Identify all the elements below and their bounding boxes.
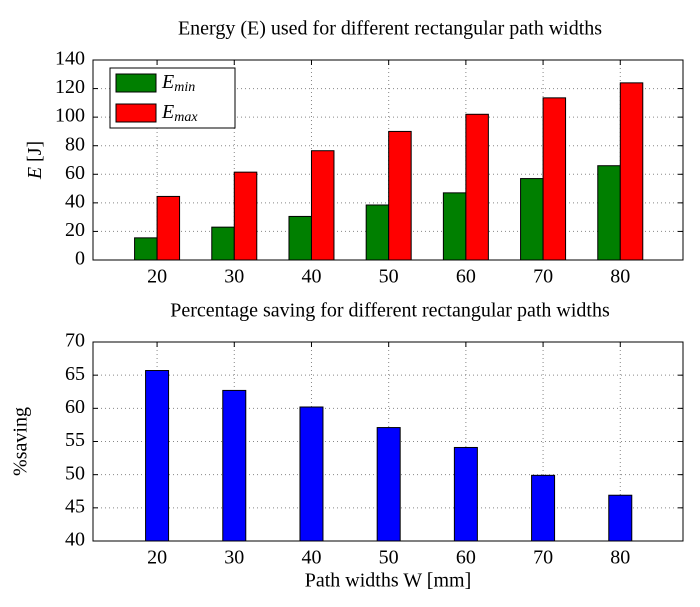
legend-swatch bbox=[115, 103, 157, 123]
bar bbox=[211, 226, 235, 261]
y-tick-label: 50 bbox=[65, 462, 85, 484]
bar bbox=[233, 171, 258, 261]
axes-frame bbox=[92, 59, 684, 261]
x-tick-label: 20 bbox=[147, 547, 167, 569]
bar bbox=[222, 389, 247, 542]
y-tick-label: 70 bbox=[65, 330, 85, 352]
x-tick-label: 60 bbox=[456, 547, 476, 569]
x-tick-label: 40 bbox=[301, 547, 321, 569]
y-tick-label: 80 bbox=[65, 133, 85, 155]
legend-label: Emin bbox=[161, 71, 195, 96]
bar bbox=[388, 130, 412, 261]
axes-frame bbox=[92, 341, 684, 542]
bar bbox=[542, 97, 567, 261]
y-tick-label: 60 bbox=[65, 396, 85, 418]
bar bbox=[453, 446, 478, 542]
chart-title: Percentage saving for different rectangu… bbox=[170, 300, 610, 322]
y-tick-label: 40 bbox=[65, 190, 85, 212]
bar bbox=[531, 474, 556, 542]
y-tick-label: 120 bbox=[55, 76, 85, 98]
bar bbox=[608, 494, 633, 542]
legend-swatch bbox=[115, 73, 157, 93]
y-tick-label: 60 bbox=[65, 162, 85, 184]
y-axis-label: E [J] bbox=[24, 141, 46, 180]
x-tick-label: 70 bbox=[533, 547, 553, 569]
legend-label: Emax bbox=[161, 101, 198, 126]
x-axis-label: Path widths W [mm] bbox=[305, 570, 471, 592]
bar bbox=[376, 427, 401, 542]
bar bbox=[288, 215, 312, 261]
bar bbox=[156, 195, 181, 261]
bar bbox=[619, 82, 644, 261]
y-tick-label: 45 bbox=[65, 495, 85, 517]
bar bbox=[365, 204, 390, 261]
x-tick-label: 40 bbox=[301, 266, 321, 288]
x-tick-label: 20 bbox=[147, 266, 167, 288]
y-tick-label: 100 bbox=[55, 105, 85, 127]
chart-title: Energy (E) used for different rectangula… bbox=[178, 18, 602, 40]
x-tick-label: 30 bbox=[224, 266, 244, 288]
bar bbox=[310, 150, 335, 261]
x-tick-label: 50 bbox=[379, 266, 399, 288]
y-tick-label: 140 bbox=[55, 48, 85, 70]
bar bbox=[520, 178, 544, 261]
bar bbox=[465, 113, 489, 261]
x-tick-label: 70 bbox=[533, 266, 553, 288]
y-tick-label: 40 bbox=[65, 529, 85, 551]
x-tick-label: 80 bbox=[610, 266, 630, 288]
bar bbox=[442, 192, 467, 261]
bar bbox=[299, 406, 324, 542]
bar bbox=[134, 237, 158, 261]
y-tick-label: 65 bbox=[65, 363, 85, 385]
y-tick-label: 20 bbox=[65, 219, 85, 241]
bar bbox=[145, 370, 170, 542]
x-tick-label: 30 bbox=[224, 547, 244, 569]
x-tick-label: 60 bbox=[456, 266, 476, 288]
y-axis-label: %saving bbox=[10, 407, 32, 476]
x-tick-label: 80 bbox=[610, 547, 630, 569]
bar bbox=[597, 165, 621, 261]
y-tick-label: 0 bbox=[75, 248, 85, 270]
y-tick-label: 55 bbox=[65, 429, 85, 451]
x-tick-label: 50 bbox=[379, 547, 399, 569]
